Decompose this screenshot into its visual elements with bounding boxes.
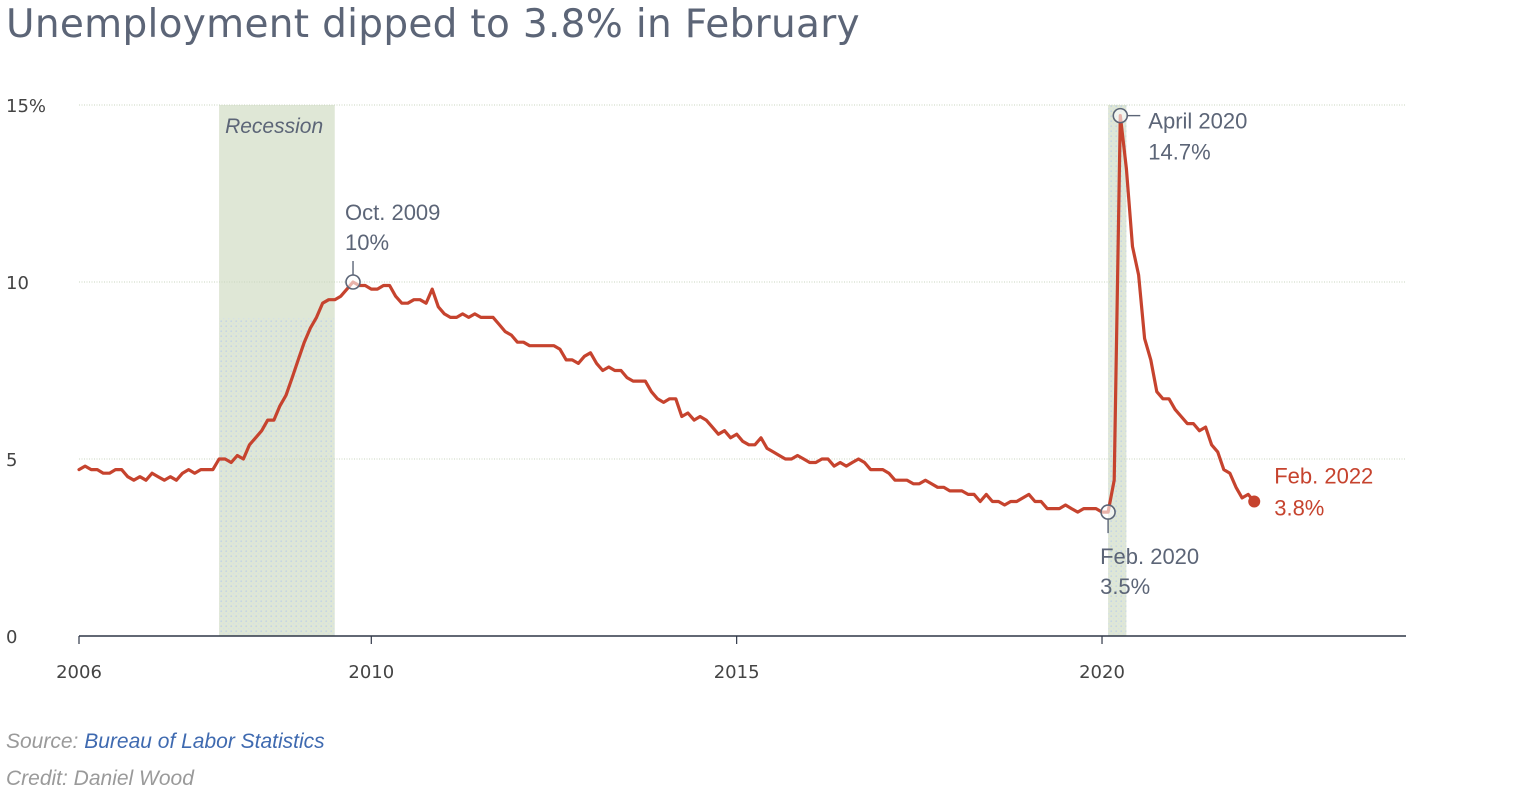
annotation-0-label: Oct. 2009 — [345, 200, 440, 225]
annotation-0-value: 10% — [345, 230, 389, 255]
source-link[interactable]: Bureau of Labor Statistics — [84, 730, 325, 753]
recession-label: Recession — [225, 115, 323, 138]
x-tick-label-2006: 2006 — [56, 662, 102, 683]
annotation-2-marker — [1112, 107, 1129, 124]
annotation-2-value: 14.7% — [1148, 140, 1210, 165]
x-tick-label-2020: 2020 — [1079, 662, 1125, 683]
axes: 2006 2010 2015 2020 — [56, 635, 1406, 683]
y-tick-label-5: 5 — [6, 450, 17, 471]
annotation-3-value: 3.8% — [1274, 495, 1324, 520]
annotation-1-label: Feb. 2020 — [1100, 544, 1199, 569]
credit-note: Credit: Daniel Wood — [6, 767, 194, 790]
source-prefix: Source: — [6, 730, 85, 753]
y-tick-label-10: 10 — [6, 273, 29, 294]
gridlines: 0 5 10 15% — [6, 96, 1406, 648]
annotations: Oct. 2009 10% Feb. 2020 3.5% April 2020 14.7%… — [345, 107, 1373, 599]
annotation-2-label: April 2020 — [1148, 109, 1247, 134]
unemployment-line — [77, 114, 1256, 514]
recession-bands: Recession — [219, 105, 1127, 636]
annotation-1-marker — [1100, 504, 1116, 520]
chart-title: Unemployment dipped to 3.8% in February — [6, 2, 860, 47]
annotation-0-marker — [345, 274, 361, 290]
annotation-3-label: Feb. 2022 — [1274, 463, 1373, 488]
source-note: Source: Bureau of Labor Statistics — [6, 730, 325, 754]
recession-dots-0 — [219, 317, 335, 636]
x-tick-label-2015: 2015 — [714, 662, 760, 683]
y-tick-label-0: 0 — [6, 627, 17, 648]
annotation-3-dot — [1248, 495, 1261, 508]
y-tick-label-15: 15% — [6, 96, 46, 117]
series-line — [77, 114, 1256, 514]
x-tick-label-2010: 2010 — [348, 662, 394, 683]
annotation-1-value: 3.5% — [1100, 574, 1150, 599]
